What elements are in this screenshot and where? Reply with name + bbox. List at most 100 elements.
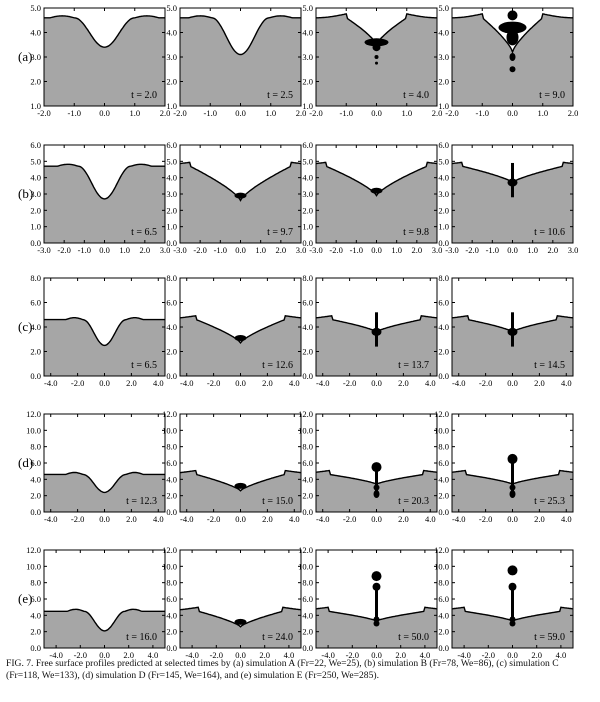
x-tick-label: 1.0 [391,245,402,255]
droplet [364,38,389,47]
x-tick-label: 2.0 [126,514,137,524]
panel: 0.0 2.0 4.0 6.0 8.0 10.0 12.0 -4.0 -2.0 0.0 2.0 4.0… [26,409,166,524]
free-surface [316,161,437,197]
x-tick-label: -1.0 [476,108,489,118]
y-tick-label: 5.0 [166,3,177,13]
y-tick-label: 10.0 [298,561,313,571]
y-tick-label: 4.0 [438,610,449,620]
x-tick-label: -1.0 [78,245,91,255]
y-tick-label: 8.0 [438,273,449,283]
y-tick-label: 6.0 [302,458,313,468]
y-tick-label: 6.0 [166,594,177,604]
x-tick-label: -2.0 [71,378,84,388]
panel: 0.0 2.0 4.0 6.0 8.0 10.0 12.0 -4.0 -2.0 0.0 2.0 4.0… [162,409,302,524]
liquid-region [44,15,165,106]
y-tick-label: 4.0 [438,322,449,332]
time-label: t = 2.0 [131,90,157,101]
y-tick-label: 12.0 [26,409,41,419]
y-tick-label: 2.0 [30,205,41,215]
droplet [498,21,527,34]
x-tick-label: 1.0 [401,108,412,118]
y-tick-label: 8.0 [166,578,177,588]
x-tick-label: -1.0 [486,245,499,255]
x-tick-label: 3.0 [296,245,307,255]
free-surface [44,317,165,347]
y-tick-label: 6.0 [438,298,449,308]
x-tick-label: -4.0 [185,650,198,660]
y-tick-label: 12.0 [162,409,177,419]
time-label: t = 59.0 [534,632,565,643]
y-tick-label: 10.0 [162,561,177,571]
row-label: (a) [18,49,32,64]
x-tick-label: 3.0 [432,245,443,255]
y-tick-label: 4.0 [302,322,313,332]
y-tick-label: 6.0 [30,458,41,468]
y-tick-label: 4.0 [30,28,41,38]
x-tick-label: 0.0 [99,650,110,660]
y-tick-label: 1.0 [30,222,41,232]
y-tick-label: 3.0 [166,189,177,199]
liquid-region [44,609,165,648]
panel: 0.0 2.0 4.0 6.0 8.0 10.0 12.0 -4.0 -2.0 0.0 2.0 4.0… [298,545,438,660]
y-tick-label: 5.0 [166,156,177,166]
y-tick-label: 8.0 [302,578,313,588]
x-tick-label: 0.0 [235,650,246,660]
panel: 1.02.03.04.05.0-2.0 -1.0 0.0 1.0 2.0t = 2.5 [166,3,306,118]
droplet [374,55,379,59]
time-label: t = 14.5 [534,360,565,371]
liquid-region [180,162,301,243]
y-tick-label: 0.0 [302,371,313,381]
x-tick-label: -4.0 [44,514,57,524]
y-tick-label: 6.0 [30,298,41,308]
y-tick-label: 2.0 [302,77,313,87]
y-tick-label: 12.0 [434,409,449,419]
x-tick-label: 1.0 [527,245,538,255]
x-tick-label: -2.0 [210,650,223,660]
droplet [509,53,516,61]
droplet [373,484,380,491]
droplet [375,61,378,65]
y-tick-label: 2.0 [30,491,41,501]
x-tick-label: 1.0 [265,108,276,118]
x-tick-label: -4.0 [316,378,329,388]
panel: 0.0 2.0 4.0 6.0 8.0 10.0 12.0 -4.0 -2.0 0.0 2.0 4.0… [434,545,574,660]
time-label: t = 6.5 [131,227,157,238]
y-tick-label: 5.0 [302,156,313,166]
x-tick-label: 2.0 [160,108,171,118]
free-surface [452,13,573,55]
y-tick-label: 1.0 [438,222,449,232]
jet-column [375,585,378,622]
liquid-region [316,13,437,106]
row-label: (b) [18,186,33,201]
panel: 0.0 2.0 4.0 6.0 8.0 10.0 12.0 -4.0 -2.0 0.0 2.0 4.0… [26,545,166,660]
y-tick-label: 3.0 [166,52,177,62]
free-surface [44,163,165,200]
droplet [234,335,247,342]
free-surface [44,15,165,48]
y-tick-label: 1.0 [438,101,449,111]
x-tick-label: 0.0 [99,514,110,524]
time-label: t = 6.5 [131,360,157,371]
y-tick-label: 4.0 [438,173,449,183]
y-tick-label: 8.0 [30,273,41,283]
x-tick-label: 4.0 [153,378,164,388]
y-tick-label: 0.0 [438,238,449,248]
droplet [373,490,380,499]
x-tick-label: 0.0 [99,378,110,388]
time-label: t = 9.7 [267,227,293,238]
y-tick-label: 4.0 [30,173,41,183]
y-tick-label: 4.0 [30,474,41,484]
x-tick-label: 2.0 [531,650,542,660]
y-tick-label: 8.0 [30,442,41,452]
x-tick-label: 0.0 [99,245,110,255]
time-label: t = 24.0 [262,632,293,643]
y-tick-label: 0.0 [302,507,313,517]
x-tick-label: -4.0 [180,378,193,388]
y-tick-label: 3.0 [30,52,41,62]
x-tick-label: 4.0 [289,378,300,388]
x-tick-label: -1.0 [68,108,81,118]
row-label: (c) [18,319,32,334]
y-tick-label: 1.0 [302,101,313,111]
x-tick-label: 2.0 [534,514,545,524]
y-tick-label: 6.0 [166,458,177,468]
